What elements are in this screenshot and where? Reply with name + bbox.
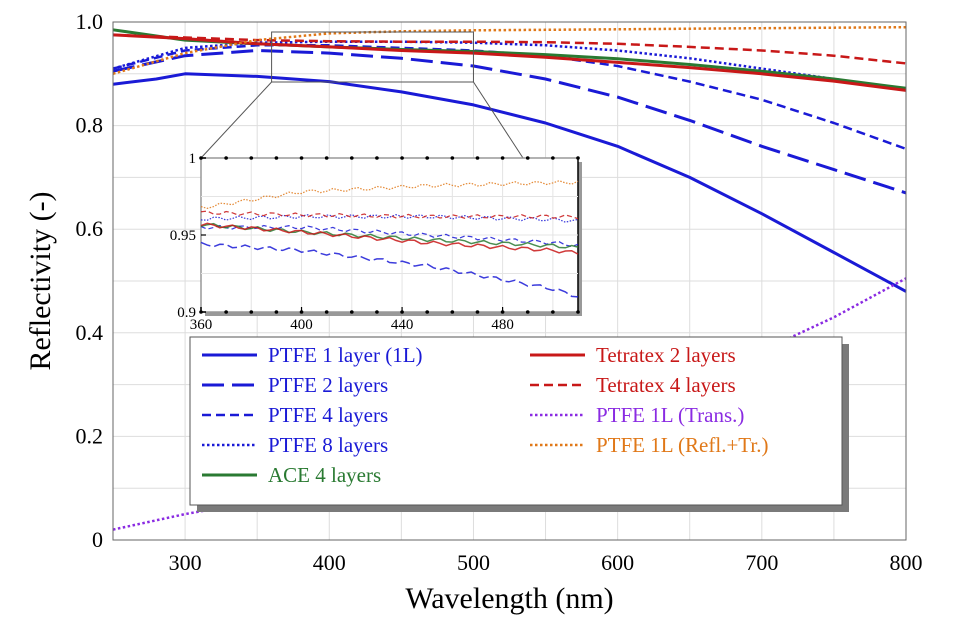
inset-top-tick <box>324 156 329 160</box>
inset-bottom-tick <box>551 310 555 314</box>
inset-bottom-tick <box>425 310 430 314</box>
series-line-5 <box>112 33 907 92</box>
inset-x-tick-label: 440 <box>391 317 414 333</box>
inset-bottom-tick <box>475 310 480 314</box>
legend-label-0: PTFE 1 layer (1L) <box>268 343 423 367</box>
legend-label-5: Tetratex 2 layers <box>596 343 736 367</box>
inset-chart: 360 400 440 480 0.9 0.95 1 <box>170 151 582 333</box>
inset-zoom-indicator <box>200 31 524 159</box>
inset-series-line-6 <box>200 210 579 220</box>
zoom-connector <box>473 81 524 159</box>
y-axis-title: Reflectivity (-) <box>24 191 57 370</box>
main-plot-frame <box>112 21 907 541</box>
y-tick-label: 1.0 <box>76 9 104 34</box>
legend-label-1: PTFE 2 layers <box>268 373 388 397</box>
series-line-6 <box>112 33 907 65</box>
inset-bottom-tick <box>274 310 279 314</box>
legend-label-8: PTFE 1L (Refl.+Tr.) <box>596 433 768 457</box>
inset-top-tick <box>425 156 430 160</box>
series-line-0 <box>112 72 907 293</box>
main-tick-labels: 300 400 500 600 700 800 0 0.2 0.4 0.6 0.8 1.0 <box>76 9 923 575</box>
series-line-2 <box>112 44 907 151</box>
inset-bottom-tick <box>324 310 329 314</box>
y-tick-label: 0 <box>92 527 103 552</box>
inset-y-tick-label: 1 <box>189 151 197 167</box>
y-tick-label: 0.6 <box>76 216 104 241</box>
legend-label-7: PTFE 1L (Trans.) <box>596 403 744 427</box>
inset-series-line-4 <box>200 222 579 249</box>
inset-series-line-1 <box>200 241 579 298</box>
inset-series-line-8 <box>200 180 579 210</box>
series-line-1 <box>112 49 907 195</box>
legend-label-4: ACE 4 layers <box>268 463 381 487</box>
x-tick-label: 300 <box>169 550 202 575</box>
inset-y-tick-label: 0.95 <box>170 228 196 244</box>
series-line-8 <box>112 25 907 76</box>
inset-top-tick <box>249 156 254 160</box>
legend-label-2: PTFE 4 layers <box>268 403 388 427</box>
inset-top-tick <box>500 156 505 160</box>
x-tick-label: 800 <box>890 550 923 575</box>
x-tick-label: 600 <box>601 550 634 575</box>
x-tick-label: 500 <box>457 550 490 575</box>
inset-bottom-tick <box>500 310 505 314</box>
inset-bottom-tick <box>199 310 203 314</box>
inset-top-tick <box>199 156 203 160</box>
legend-label-3: PTFE 8 layers <box>268 433 388 457</box>
x-tick-label: 400 <box>313 550 346 575</box>
x-axis-title: Wavelength (nm) <box>405 582 613 615</box>
inset-bottom-tick <box>249 310 254 314</box>
legend-label-6: Tetratex 4 layers <box>596 373 736 397</box>
inset-top-tick <box>274 156 279 160</box>
series-line-3 <box>112 40 907 91</box>
inset-top-tick <box>525 156 530 160</box>
inset-x-tick-label: 400 <box>290 317 313 333</box>
inset-x-tick-label: 480 <box>491 317 514 333</box>
inset-bottom-tick <box>224 310 228 314</box>
chart-legend: PTFE 1 layer (1L) PTFE 2 layers PTFE 4 lay… <box>189 336 849 512</box>
inset-bottom-tick <box>350 310 354 314</box>
inset-top-tick <box>224 156 228 160</box>
inset-bottom-tick <box>525 310 530 314</box>
inset-x-tick-label: 360 <box>190 317 213 333</box>
y-tick-label: 0.2 <box>76 423 104 448</box>
inset-top-tick <box>375 156 379 160</box>
inset-series-line-5 <box>200 222 579 255</box>
inset-bottom-tick <box>375 310 379 314</box>
y-tick-label: 0.4 <box>76 320 104 345</box>
inset-top-tick <box>551 156 555 160</box>
zoom-box <box>271 31 474 83</box>
inset-top-tick <box>475 156 480 160</box>
inset-series-line-2 <box>200 224 579 248</box>
inset-bottom-tick <box>576 310 580 314</box>
inset-bottom-tick <box>450 310 455 314</box>
x-tick-label: 700 <box>745 550 778 575</box>
inset-top-tick <box>576 156 580 160</box>
inset-bottom-tick <box>299 310 304 314</box>
legend-box <box>189 336 843 506</box>
inset-top-tick <box>350 156 354 160</box>
inset-y-tick-label: 0.9 <box>177 305 196 321</box>
zoom-connector <box>200 81 272 159</box>
y-tick-label: 0.8 <box>76 113 104 138</box>
inset-top-tick <box>400 156 404 160</box>
inset-top-tick <box>299 156 304 160</box>
inset-bottom-tick <box>400 310 404 314</box>
inset-top-tick <box>450 156 455 160</box>
